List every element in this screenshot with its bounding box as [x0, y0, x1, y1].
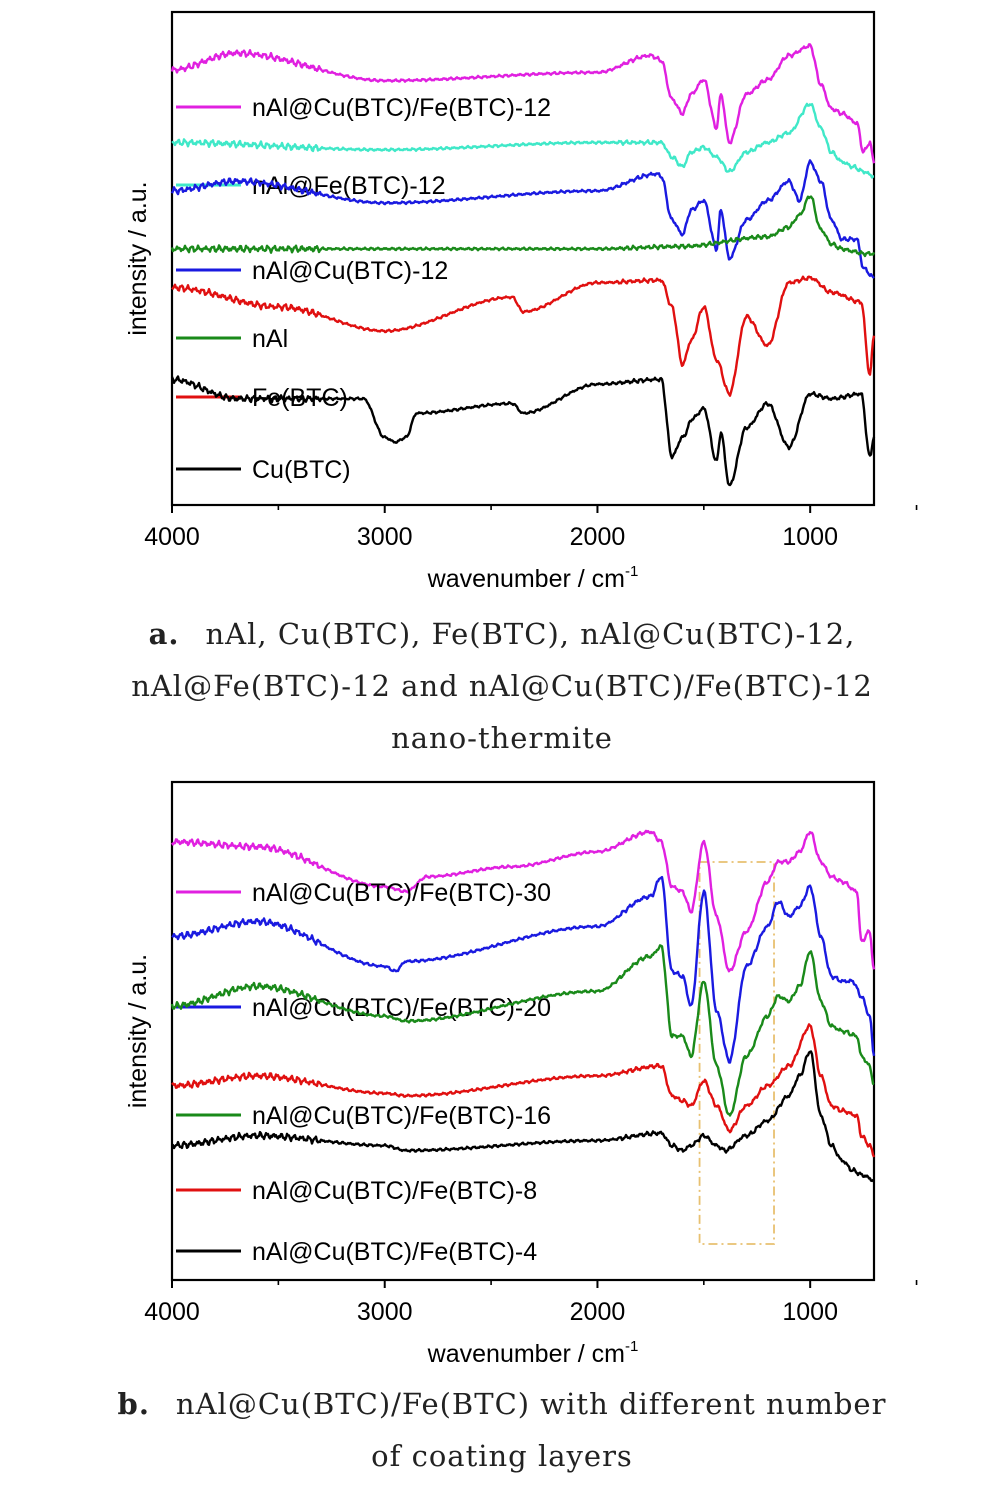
series-line-6: [170, 375, 876, 487]
series-line-2: [171, 875, 876, 1064]
x-tick-label-3000: 3000: [357, 1298, 413, 1326]
x-tick-label-2000: 2000: [570, 523, 626, 551]
legend-label-6: Cu(BTC): [252, 456, 351, 484]
caption-a: a. nAl, Cu(BTC), Fe(BTC), nAl@Cu(BTC)-12,…: [0, 608, 1004, 764]
caption-b-line-2: of coating layers: [371, 1439, 633, 1473]
caption-a-letter: a.: [148, 617, 180, 651]
series-line-5: [171, 275, 876, 397]
x-axis-label-superscript: -1: [625, 1338, 638, 1355]
series-line-5: [171, 1050, 875, 1183]
caption-b: b. nAl@Cu(BTC)/Fe(BTC) with different num…: [0, 1378, 1004, 1482]
plot-frame: [170, 10, 876, 507]
series-line-4: [171, 1023, 876, 1158]
legend-label-3: nAl@Cu(BTC)-12: [252, 257, 448, 285]
legend-label-5: nAl@Cu(BTC)/Fe(BTC)-4: [252, 1238, 537, 1266]
highlight-region-box: [698, 861, 775, 1245]
series-line-1: [170, 829, 876, 973]
legend-label-4: nAl@Cu(BTC)/Fe(BTC)-8: [252, 1177, 537, 1205]
x-tick-label-1000: 1000: [782, 1298, 838, 1326]
caption-a-line-2: nAl@Fe(BTC)-12 and nAl@Cu(BTC)/Fe(BTC)-1…: [131, 669, 873, 703]
legend-label-2: nAl@Cu(BTC)/Fe(BTC)-20: [252, 994, 551, 1022]
y-axis-label: intensity / a.u.: [124, 954, 152, 1108]
x-tick-label-2000: 2000: [570, 1298, 626, 1326]
caption-b-text-1: nAl@Cu(BTC)/Fe(BTC) with different numbe…: [175, 1387, 887, 1421]
caption-a-line-3: nano-thermite: [391, 721, 613, 755]
chart-b: 4000 3000 2000 1000 wavenumber / cm-1 intensi…: [124, 780, 918, 1368]
plot-frame: [170, 780, 876, 1282]
caption-b-letter: b.: [117, 1387, 150, 1421]
x-axis-label: wavenumber / cm-1: [427, 1338, 639, 1368]
y-axis-label: intensity / a.u.: [124, 181, 152, 335]
legend-label-1: nAl@Cu(BTC)/Fe(BTC)-12: [252, 94, 551, 122]
chart-a: 4000 3000 2000 1000 wavenumber / cm-1 intensi…: [124, 10, 918, 593]
x-axis-label-superscript: -1: [625, 563, 638, 580]
x-axis-label: wavenumber / cm-1: [427, 563, 639, 593]
figure-b: 4000 3000 2000 1000 wavenumber / cm-1 intensi…: [0, 770, 1004, 1390]
caption-a-text-1: nAl, Cu(BTC), Fe(BTC), nAl@Cu(BTC)-12,: [205, 617, 856, 651]
caption-a-line-1: a. nAl, Cu(BTC), Fe(BTC), nAl@Cu(BTC)-12,: [0, 608, 1004, 660]
legend-label-4: nAl: [252, 325, 288, 353]
x-tick-label-3000: 3000: [357, 523, 413, 551]
series-line-2: [171, 102, 875, 179]
series-line-4: [170, 195, 876, 258]
figure-a: 4000 3000 2000 1000 wavenumber / cm-1 intensi…: [0, 0, 1004, 610]
series-line-3: [170, 944, 875, 1117]
x-tick-label-1000: 1000: [782, 523, 838, 551]
caption-b-line-1: b. nAl@Cu(BTC)/Fe(BTC) with different num…: [0, 1378, 1004, 1430]
legend-label-1: nAl@Cu(BTC)/Fe(BTC)-30: [252, 879, 551, 907]
series-line-3: [170, 159, 875, 279]
legend-label-3: nAl@Cu(BTC)/Fe(BTC)-16: [252, 1102, 551, 1130]
x-tick-label-4000: 4000: [144, 1298, 200, 1326]
series-line-1: [170, 43, 876, 164]
x-tick-label-4000: 4000: [144, 523, 200, 551]
